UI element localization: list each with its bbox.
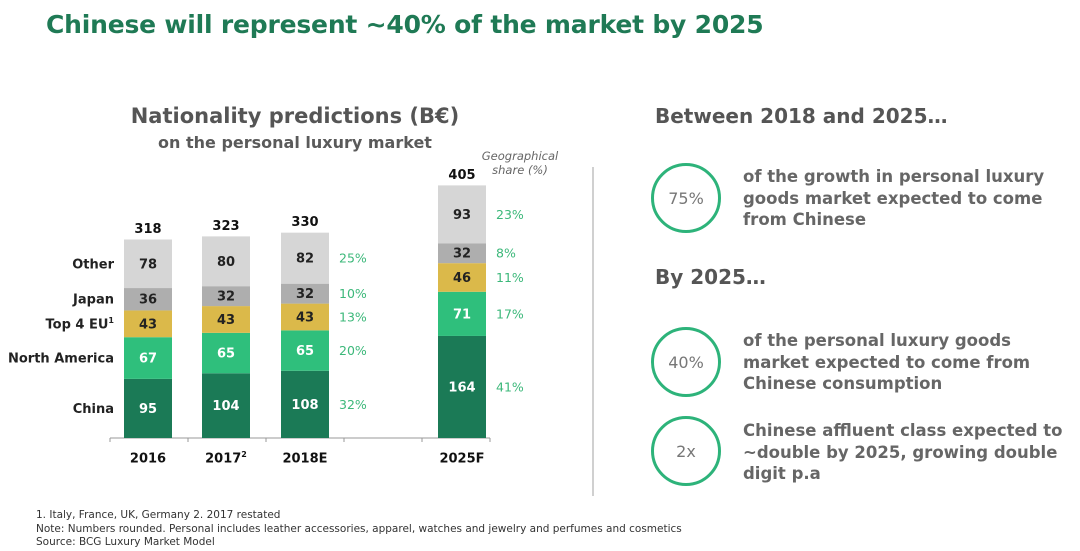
bar-segment-china-2017 — [202, 373, 250, 438]
heading-by-2025: By 2025… — [655, 265, 766, 289]
stat-circle-affluent-class: 2x — [651, 416, 721, 486]
stacked-bar-chart: 95 China 67 North America 43 Top 4 EU1 36 Japan… — [8, 168, 524, 467]
bar-segment-top-4-eu-2016 — [124, 310, 172, 338]
footnote-note: Note: Numbers rounded. Personal includes… — [36, 522, 682, 535]
bar-value-label: 32 — [453, 247, 471, 262]
bar-segment-japan-2017 — [202, 286, 250, 307]
panel-divider — [592, 167, 594, 496]
share-label: 23% — [496, 207, 524, 222]
bar-value-label: 67 — [139, 352, 157, 367]
share-label: 20% — [339, 343, 367, 358]
bar-segment-other-2025F — [438, 185, 486, 244]
bar-value-label: 80 — [217, 255, 235, 270]
x-tick-label: 2016 — [130, 452, 166, 467]
bar-value-label: 32 — [296, 287, 314, 302]
bar-value-label: 71 — [453, 307, 471, 322]
series-label-north-america: North America — [8, 352, 114, 367]
bar-value-label: 43 — [217, 313, 235, 328]
bar-value-label: 78 — [139, 257, 157, 272]
bar-total-label: 323 — [212, 219, 239, 234]
bar-value-label: 65 — [217, 347, 235, 362]
bar-segment-top-4-eu-2018E — [281, 303, 329, 331]
bar-value-label: 65 — [296, 344, 314, 359]
share-label: 25% — [339, 251, 367, 266]
stat-text-line: goods market expected to come — [743, 188, 1043, 208]
x-tick-label: 20172 — [205, 450, 247, 467]
stat-text-line: market expected to come from — [743, 352, 1031, 372]
share-label: 11% — [496, 270, 524, 285]
share-label: 10% — [339, 286, 367, 301]
stat-text-line: of the growth in personal luxury — [743, 167, 1045, 186]
x-tick-superscript: 2 — [241, 450, 247, 459]
stat-circle-market-share: 40% — [651, 327, 721, 397]
bar-segment-china-2016 — [124, 378, 172, 438]
bar-segment-other-2018E — [281, 232, 329, 284]
stat-text-line: ~double by 2025, growing double — [743, 442, 1058, 462]
share-label: 41% — [496, 379, 524, 394]
bar-value-label: 43 — [296, 310, 314, 325]
bar-value-label: 32 — [217, 290, 235, 305]
heading-between-2018-2025: Between 2018 and 2025… — [655, 104, 948, 128]
x-tick-label: 2018E — [282, 452, 327, 467]
series-label-superscript: 1 — [108, 315, 114, 324]
chart-subtitle: on the personal luxury market — [158, 133, 432, 152]
series-label-other: Other — [72, 257, 114, 272]
bar-total-label: 405 — [448, 168, 475, 183]
stat-text-line: from Chinese — [743, 210, 867, 229]
bar-value-label: 104 — [212, 399, 239, 414]
bar-value-label: 95 — [139, 402, 157, 417]
bar-total-label: 318 — [134, 222, 161, 237]
stat-value-market-share: 40% — [668, 352, 704, 372]
bar-value-label: 108 — [291, 398, 318, 413]
footnote-definitions: 1. Italy, France, UK, Germany 2. 2017 re… — [36, 509, 281, 521]
stat-value-growth: 75% — [668, 188, 704, 208]
share-label: 32% — [339, 397, 367, 412]
bar-segment-other-2017 — [202, 236, 250, 287]
stat-text-market-share: of the personal luxury goods market expe… — [743, 330, 1063, 395]
footnotes: 1. Italy, France, UK, Germany 2. 2017 re… — [36, 509, 682, 550]
series-label-china: China — [73, 402, 114, 417]
geographical-share-label-line1: Geographical — [481, 149, 559, 163]
stat-value-affluent-class: 2x — [676, 441, 696, 461]
stat-text-line: of the personal luxury goods — [743, 331, 1011, 350]
stat-text-affluent-class: Chinese affluent class expected to ~doub… — [743, 420, 1063, 485]
chart-title: Nationality predictions (B€) — [130, 104, 460, 128]
bar-segment-north-america-2017 — [202, 332, 250, 374]
bar-segment-north-america-2016 — [124, 337, 172, 379]
stat-text-line: digit p.a — [743, 464, 821, 483]
geographical-share-label: Geographical share (%) — [470, 149, 570, 177]
bar-value-label: 164 — [448, 380, 475, 395]
slide-title: Chinese will represent ~40% of the marke… — [46, 10, 764, 39]
bar-segment-japan-2016 — [124, 288, 172, 311]
bar-value-label: 82 — [296, 252, 314, 267]
bar-segment-japan-2025F — [438, 243, 486, 264]
bar-segment-other-2016 — [124, 239, 172, 289]
series-label-top-4-eu: Top 4 EU1 — [46, 315, 115, 332]
stat-text-growth: of the growth in personal luxury goods m… — [743, 166, 1063, 231]
stat-circle-growth: 75% — [651, 163, 721, 233]
bar-segment-japan-2018E — [281, 283, 329, 304]
bar-segment-top-4-eu-2025F — [438, 263, 486, 292]
series-label-japan: Japan — [72, 293, 114, 308]
bar-value-label: 46 — [453, 271, 471, 286]
bar-segment-china-2025F — [438, 335, 486, 438]
share-label: 13% — [339, 309, 367, 324]
bar-value-label: 43 — [139, 317, 157, 332]
stat-text-line: Chinese consumption — [743, 374, 943, 393]
footnote-source: Source: BCG Luxury Market Model — [36, 536, 215, 548]
bar-value-label: 36 — [139, 293, 157, 308]
bar-segment-north-america-2025F — [438, 291, 486, 336]
share-label: 8% — [496, 246, 516, 261]
bar-value-label: 93 — [453, 208, 471, 223]
share-label: 17% — [496, 306, 524, 321]
bar-segment-china-2018E — [281, 370, 329, 438]
x-tick-label: 2025F — [439, 452, 484, 467]
geographical-share-label-line2: share (%) — [492, 163, 548, 177]
bar-segment-north-america-2018E — [281, 330, 329, 371]
bar-segment-top-4-eu-2017 — [202, 306, 250, 333]
bar-total-label: 330 — [291, 215, 318, 230]
stat-text-line: Chinese affluent class expected to — [743, 421, 1063, 440]
